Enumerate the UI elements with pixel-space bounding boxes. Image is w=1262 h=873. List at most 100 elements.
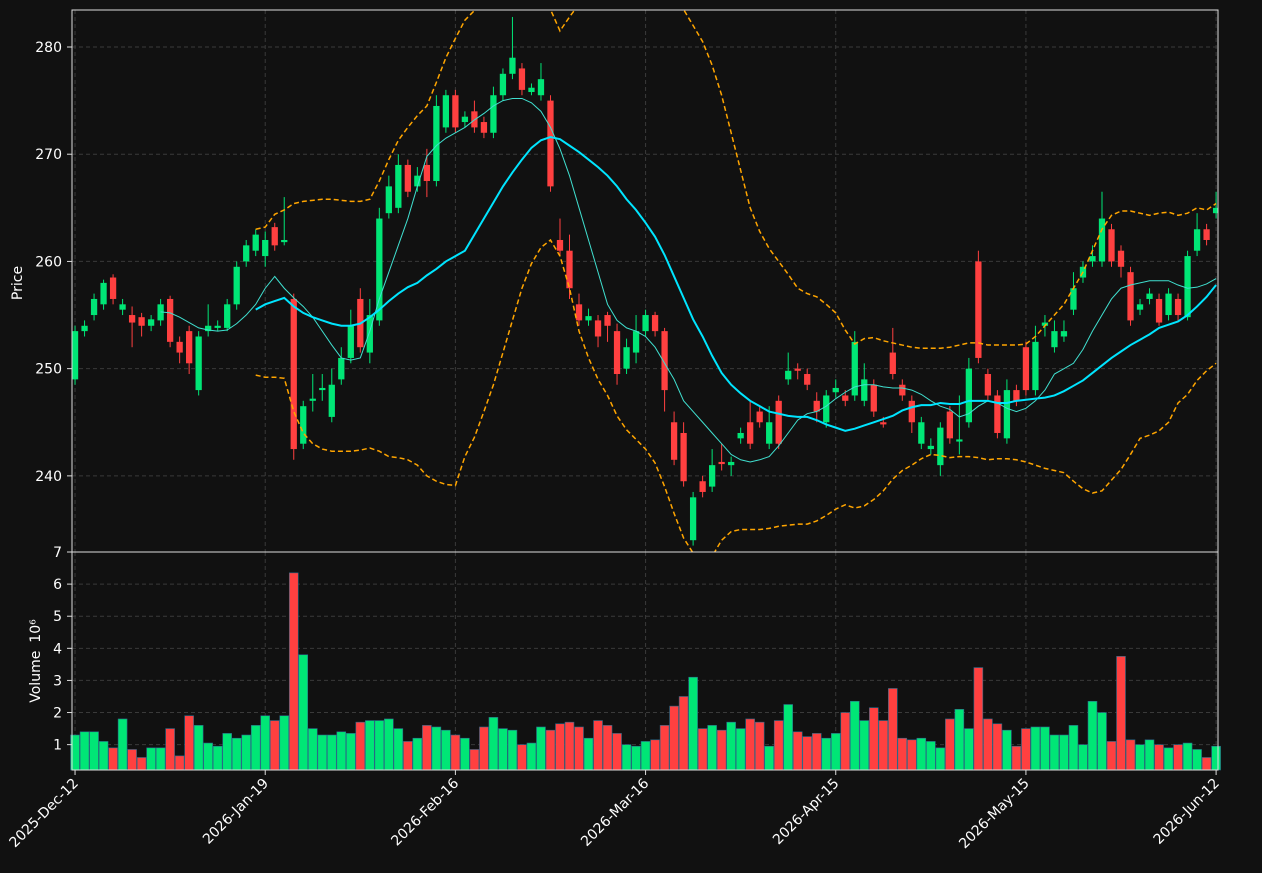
volume-bar (707, 725, 717, 771)
volume-bar (888, 688, 898, 771)
volume-bar (488, 717, 499, 771)
volume-bar (469, 749, 480, 771)
volume-bar (631, 745, 641, 771)
volume-bar (964, 728, 974, 771)
y-tick-label: 4 (53, 641, 62, 657)
candle-body (566, 250, 573, 289)
candle-body (718, 461, 725, 465)
volume-bar (678, 696, 689, 771)
volume-bar (745, 718, 755, 771)
volume-bar (212, 745, 223, 771)
volume-bar (279, 715, 290, 771)
volume-bar (555, 723, 565, 771)
candle-body (708, 465, 716, 487)
volume-bar (1021, 728, 1031, 771)
candle-body (575, 304, 583, 321)
candle-body (300, 406, 307, 444)
candle-body (157, 304, 164, 321)
candle-body (813, 400, 820, 412)
candle-body (585, 316, 592, 321)
volume-bar (811, 733, 822, 771)
volume-bar (935, 747, 946, 771)
y-axis-label-text: Volume (28, 651, 44, 703)
candle-body (623, 347, 630, 369)
candle-body (195, 336, 202, 391)
volume-bar (346, 733, 356, 771)
volume-bar (849, 700, 860, 771)
volume-bar (926, 741, 936, 771)
volume-bar (992, 723, 1003, 771)
volume-bar (612, 733, 622, 771)
volume-bar (1154, 744, 1164, 771)
candle-body (1165, 293, 1172, 316)
volume-bar (193, 725, 204, 771)
candle-body (965, 368, 973, 423)
volume-bar (574, 726, 584, 771)
volume-bar (669, 705, 679, 771)
candle-body (281, 239, 288, 243)
candle-body (984, 374, 992, 396)
candle-body (442, 95, 450, 128)
volume-bar (564, 721, 575, 771)
candle-body (908, 400, 915, 423)
volume-bar (384, 718, 394, 771)
candle-body (804, 374, 811, 385)
volume-bar (155, 747, 166, 771)
candle-body (72, 331, 79, 380)
candle-body (1212, 207, 1218, 214)
candle-body (186, 331, 193, 364)
volume-bar (498, 728, 508, 771)
candle-body (461, 116, 469, 123)
volume-bar (288, 572, 299, 771)
candle-body (547, 100, 554, 187)
volume-bar (422, 725, 432, 771)
volume-bar (1106, 741, 1117, 771)
y-tick-label: 3 (53, 673, 62, 689)
volume-bar (127, 749, 137, 771)
candle-body (262, 239, 269, 257)
candle-body (1060, 331, 1068, 337)
candle-body (214, 325, 221, 328)
candle-body (490, 95, 497, 133)
candle-body (338, 357, 345, 380)
candle-body (1108, 229, 1115, 262)
candle-body (756, 411, 763, 423)
volume-bar (716, 729, 727, 771)
volume-bar (783, 704, 793, 771)
candle-body (128, 315, 136, 323)
volume-bar (250, 725, 261, 771)
candle-body (766, 422, 773, 444)
volume-bar (117, 718, 128, 771)
volume-bar (1182, 742, 1193, 771)
candle-body (946, 411, 953, 439)
y-axis-label: Volume 10⁶ (28, 619, 44, 703)
volume-bar (945, 718, 955, 771)
volume-bar (136, 757, 147, 771)
candle-body (81, 325, 88, 332)
candle-body (366, 315, 373, 353)
volume-bar (1011, 745, 1022, 771)
volume-bar (983, 718, 993, 771)
candle-body (1070, 288, 1077, 310)
volume-bar (821, 737, 832, 771)
volume-bar (174, 755, 185, 771)
candle-body (166, 298, 174, 342)
candle-body (328, 384, 335, 417)
volume-bar (1097, 712, 1107, 771)
volume-bar (1211, 745, 1221, 771)
overlay-line (255, 136, 1217, 432)
candle-body (594, 320, 602, 337)
candle-body (747, 422, 754, 444)
volume-bar (203, 742, 213, 771)
volume-bar (640, 741, 651, 771)
price-panel (72, 10, 1218, 552)
volume-bar (393, 728, 404, 771)
candle-body (290, 298, 297, 450)
volume-bar (726, 721, 736, 771)
volume-bar (954, 709, 965, 771)
volume-bar (260, 715, 270, 771)
candle-body (1146, 293, 1153, 299)
volume-bar (108, 747, 118, 771)
candle-body (499, 73, 507, 96)
candle-body (956, 439, 963, 442)
